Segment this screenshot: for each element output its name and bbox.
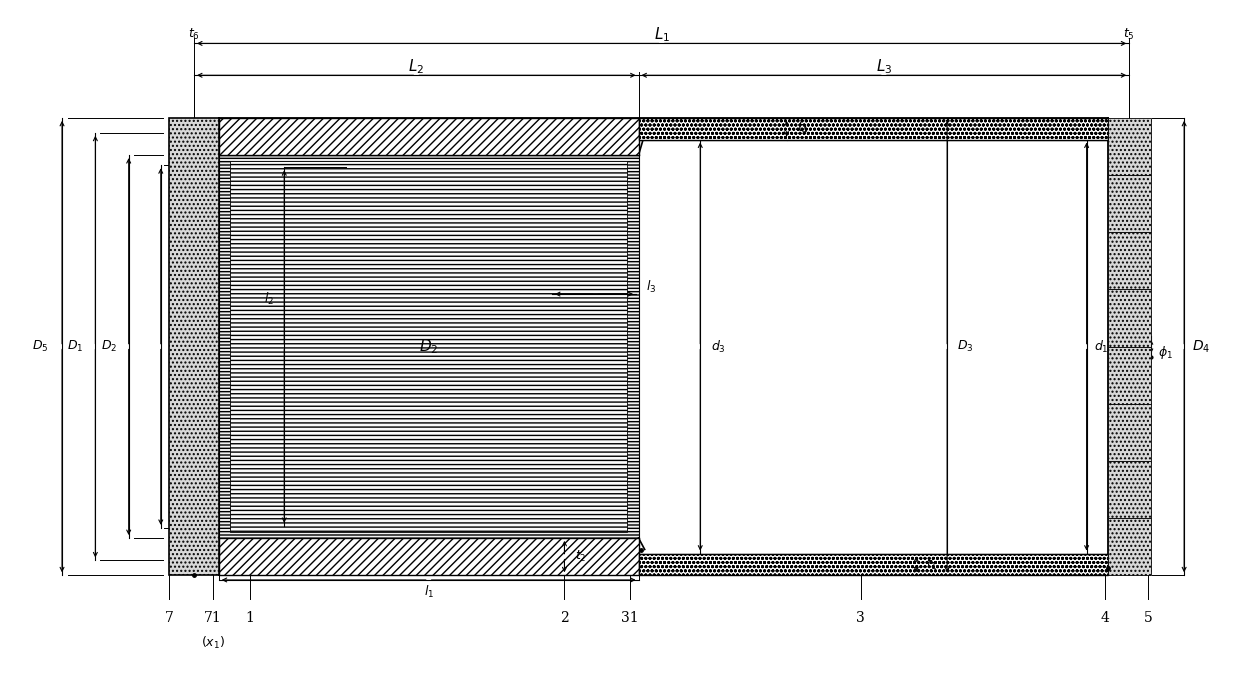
Text: 7: 7 <box>165 611 174 625</box>
Text: 4: 4 <box>1101 611 1110 625</box>
Text: $d_2$: $d_2$ <box>172 339 186 354</box>
Bar <box>218 538 639 575</box>
Bar <box>1107 290 1151 346</box>
Text: $t_2$: $t_2$ <box>575 549 587 564</box>
Bar <box>1107 118 1151 175</box>
Text: $D_3$: $D_3$ <box>957 339 973 354</box>
Text: $(x_1)$: $(x_1)$ <box>201 635 224 651</box>
Text: $d_3$: $d_3$ <box>712 339 727 354</box>
Text: $D_1$: $D_1$ <box>67 339 84 354</box>
Bar <box>639 118 1107 139</box>
Text: $d_1$: $d_1$ <box>1094 339 1109 354</box>
Text: $t_1$: $t_1$ <box>926 557 939 572</box>
Text: $D_5$: $D_5$ <box>31 339 48 354</box>
Bar <box>640 140 1106 553</box>
Bar <box>229 161 627 532</box>
Text: 71: 71 <box>203 611 222 625</box>
Bar <box>639 553 1107 575</box>
Text: $D_2$: $D_2$ <box>419 337 439 356</box>
Text: $l_1$: $l_1$ <box>424 584 434 600</box>
Bar <box>1107 518 1151 575</box>
Text: $L_3$: $L_3$ <box>875 58 892 76</box>
Text: $\phi_1$: $\phi_1$ <box>1158 344 1173 361</box>
Text: $l_3$: $l_3$ <box>646 279 656 295</box>
Bar <box>1107 346 1151 404</box>
Bar <box>1107 232 1151 290</box>
Text: $l_2$: $l_2$ <box>264 291 274 307</box>
Text: $D_2$: $D_2$ <box>100 339 117 354</box>
Text: 5: 5 <box>1145 611 1153 625</box>
Bar <box>218 155 639 538</box>
Text: 3: 3 <box>857 611 866 625</box>
Text: $t_6$: $t_6$ <box>188 27 200 42</box>
Text: $t_5$: $t_5$ <box>1123 27 1135 42</box>
Text: $L_1$: $L_1$ <box>653 25 670 44</box>
Bar <box>1107 175 1151 232</box>
Text: $L_2$: $L_2$ <box>408 58 424 76</box>
Bar <box>218 118 639 155</box>
Bar <box>1107 461 1151 518</box>
Text: 31: 31 <box>621 611 639 625</box>
Text: $t_4$: $t_4$ <box>797 121 808 137</box>
Bar <box>170 118 218 575</box>
Text: 2: 2 <box>560 611 569 625</box>
Text: $D_4$: $D_4$ <box>1193 338 1210 354</box>
Text: 1: 1 <box>246 611 254 625</box>
Bar <box>1107 404 1151 461</box>
